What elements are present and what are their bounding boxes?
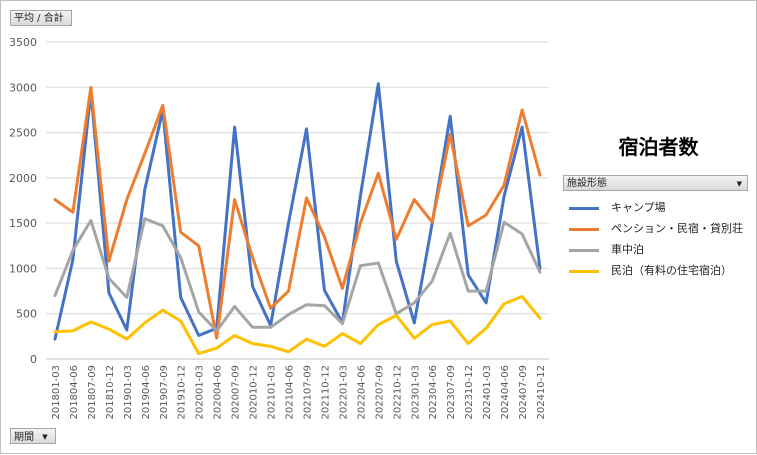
series-line-3 (53, 217, 542, 333)
series-line-1 (53, 82, 542, 341)
x-tick-label: 202410-12 (536, 365, 547, 420)
legend-field-dropdown[interactable]: 施設形態 ▼ (563, 175, 748, 191)
dropdown-arrow-icon: ▼ (736, 180, 742, 188)
period-field-dropdown[interactable]: 期間 ▼ (10, 428, 56, 444)
x-tick-label: 202310-12 (464, 365, 475, 420)
x-tick-label: 202207-09 (374, 365, 385, 420)
legend-swatch (569, 269, 599, 273)
filter-arrow-icon: ▼ (42, 433, 48, 441)
y-tick-label: 2000 (9, 172, 37, 185)
y-tick-label: 0 (30, 353, 37, 366)
legend-item: 民泊（有料の住宅宿泊） (569, 260, 743, 281)
x-tick-label: 202407-09 (518, 365, 529, 420)
legend-item: キャンプ場 (569, 197, 743, 218)
y-tick-label: 2500 (9, 127, 37, 140)
x-tick-label: 201907-09 (159, 365, 170, 420)
x-tick-label: 202301-03 (410, 365, 421, 420)
legend-label: 車中泊 (611, 243, 644, 256)
x-tick-label: 202110-12 (320, 365, 331, 420)
y-tick-label: 3500 (9, 36, 37, 49)
x-tick-label: 201804-06 (69, 365, 80, 420)
y-tick-label: 500 (16, 308, 37, 321)
legend-item: ペンション・民宿・貸別荘 (569, 218, 743, 239)
x-tick-label: 202010-12 (249, 365, 260, 420)
value-field-label: 平均 / 合計 (14, 13, 64, 24)
x-tick-label: 202004-06 (213, 365, 224, 420)
x-tick-label: 201901-03 (123, 365, 134, 420)
x-tick-label: 201807-09 (87, 365, 98, 420)
legend-swatch (569, 206, 599, 210)
x-tick-label: 201904-06 (141, 365, 152, 420)
x-tick-label: 202007-09 (231, 365, 242, 420)
x-tick-label: 202201-03 (338, 365, 349, 420)
legend-swatch (569, 248, 599, 252)
legend-item: 車中泊 (569, 239, 743, 260)
x-tick-label: 202401-03 (482, 365, 493, 420)
x-tick-label: 202107-09 (302, 365, 313, 420)
x-tick-label: 202210-12 (392, 365, 403, 420)
period-field-label: 期間 (14, 432, 34, 443)
y-tick-label: 3000 (9, 81, 37, 94)
y-tick-label: 1500 (9, 217, 37, 230)
x-tick-label: 202404-06 (500, 365, 511, 420)
x-tick-label: 202101-03 (267, 365, 278, 420)
x-tick-label: 202001-03 (195, 365, 206, 420)
x-tick-label: 202104-06 (285, 365, 296, 420)
x-tick-label: 201910-12 (177, 365, 188, 420)
legend-label: ペンション・民宿・貸別荘 (611, 222, 743, 235)
value-field-button[interactable]: 平均 / 合計 (10, 10, 72, 26)
legend-label: キャンプ場 (611, 201, 666, 214)
x-tick-label: 201801-03 (51, 365, 62, 420)
series-line-4 (53, 295, 542, 356)
series-line-2 (53, 85, 542, 340)
legend-swatch (569, 227, 599, 231)
y-tick-label: 1000 (9, 262, 37, 275)
x-tick-label: 202304-06 (428, 365, 439, 420)
x-tick-label: 202307-09 (446, 365, 457, 420)
x-tick-label: 201810-12 (105, 365, 116, 420)
legend: キャンプ場ペンション・民宿・貸別荘 車中泊民泊（有料の住宅宿泊） (569, 197, 743, 281)
chart-title: 宿泊者数 (618, 135, 699, 159)
legend-label: 民泊（有料の住宅宿泊） (611, 264, 732, 277)
x-tick-label: 202204-06 (356, 365, 367, 420)
legend-field-label: 施設形態 (567, 178, 607, 189)
